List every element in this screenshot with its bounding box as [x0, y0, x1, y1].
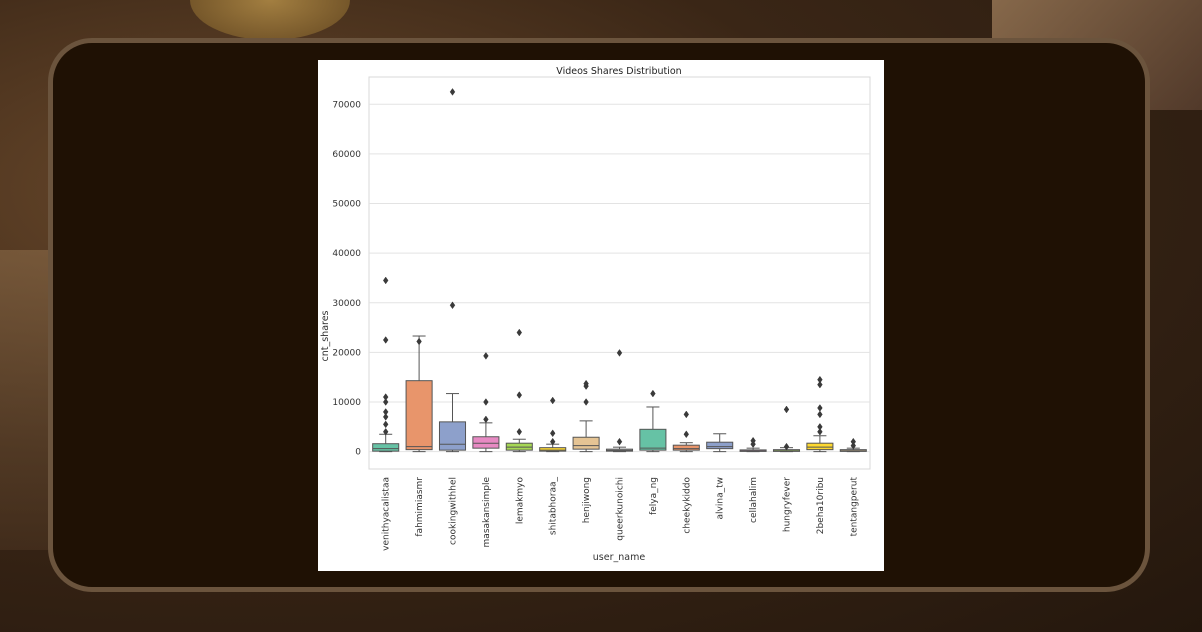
outlier-point [683, 410, 690, 419]
x-tick-label: henjiwong [582, 477, 592, 523]
outlier-point [750, 436, 756, 445]
background-bowl [190, 0, 350, 40]
x-tick-label: shitabhoraa_ [549, 477, 559, 536]
box-iqr [405, 380, 433, 451]
box-cookingwithhel [438, 88, 467, 453]
outlier-point [516, 427, 523, 436]
box-cellahalim [739, 436, 767, 453]
box-masakansimple [472, 352, 500, 453]
y-axis-title: cnt_shares [320, 310, 331, 361]
box-shitabhoraa_ [539, 396, 567, 453]
box-plot-chart: 0 10000 20000 30000 40000 50000 60000 70000 ven… [320, 66, 871, 563]
box-alvina_tw [706, 433, 734, 453]
outlier-point [549, 396, 556, 405]
plot-area [368, 76, 871, 470]
outlier-point [416, 337, 422, 346]
box-felya_ng [639, 389, 667, 453]
chart-card: 0 10000 20000 30000 40000 50000 60000 70000 ven… [318, 60, 884, 571]
x-tick-label: 2beha10ribu [816, 477, 826, 534]
outlier-point [549, 437, 556, 446]
outlier-point [850, 437, 857, 446]
box-cheekykiddo [672, 410, 700, 453]
outlier-point [382, 420, 389, 429]
box-fahmimiasmr [405, 335, 433, 453]
x-tick-label: cellahalim [749, 477, 759, 523]
box-hungryfever [772, 405, 801, 453]
outlier-point [817, 410, 823, 419]
outlier-point [616, 349, 623, 357]
outlier-point [516, 328, 523, 337]
x-tick-label: masakansimple [482, 477, 492, 548]
x-tick-label: felya_ng [649, 477, 659, 515]
gridlines [368, 76, 871, 470]
outlier-point [817, 375, 823, 384]
x-tick-label: venithyacalistaa [382, 477, 392, 551]
outlier-point [382, 408, 389, 416]
outlier-point [817, 422, 823, 431]
x-tick-label: lemakmyo [515, 477, 525, 525]
outlier-point [449, 301, 456, 310]
x-tick-labels: venithyacalistaa fahmimiasmr cookingwithhe… [382, 477, 860, 551]
box-lemakmyo [505, 328, 533, 453]
x-tick-label: cheekykiddo [682, 477, 692, 534]
x-tick-label: cookingwithhel [449, 477, 459, 545]
y-tick-label: 70000 [332, 100, 361, 110]
box-henjiwong [572, 379, 600, 453]
outlier-point [850, 441, 857, 450]
box-iqr [539, 447, 567, 452]
outlier-point [616, 437, 623, 446]
y-tick-label: 50000 [332, 200, 361, 210]
box-iqr [472, 436, 500, 449]
y-tick-label: 0 [355, 448, 361, 458]
x-axis-title: user_name [593, 552, 646, 563]
outlier-point [382, 413, 389, 421]
outlier-point [783, 405, 790, 414]
box-iqr [438, 421, 467, 451]
outlier-point [817, 427, 823, 436]
box-iqr [572, 436, 600, 450]
box-iqr [672, 444, 700, 451]
y-tick-label: 20000 [332, 348, 361, 358]
box-iqr [372, 443, 400, 452]
x-tick-label: alvina_tw [716, 477, 726, 519]
outlier-point [650, 389, 656, 398]
outlier-point [483, 415, 489, 424]
outlier-point [583, 398, 589, 406]
x-tick-label: queerkunoichi [616, 477, 626, 541]
outlier-point [382, 398, 389, 406]
chart-title: Videos Shares Distribution [556, 66, 681, 77]
y-tick-label: 30000 [332, 299, 361, 309]
box-2beha10ribu [806, 375, 834, 453]
box-venithyacalistaa [372, 276, 400, 453]
box-iqr [639, 428, 667, 451]
box-iqr [706, 441, 734, 450]
y-tick-labels: 0 10000 20000 30000 40000 50000 60000 70000 [332, 100, 361, 457]
outlier-point [817, 404, 823, 412]
outlier-point [549, 429, 556, 438]
box-iqr [806, 442, 834, 451]
y-tick-label: 10000 [332, 398, 361, 408]
y-tick-label: 40000 [332, 249, 361, 259]
outlier-point [683, 430, 690, 439]
outlier-point [583, 379, 589, 388]
y-tick-label: 60000 [332, 150, 361, 160]
outlier-point [783, 442, 790, 451]
outlier-point [483, 398, 489, 406]
outlier-point [817, 380, 823, 389]
outlier-point [382, 336, 389, 344]
x-tick-label: hungryfever [783, 477, 793, 532]
outlier-point [382, 393, 389, 401]
outlier-point [382, 276, 389, 285]
outlier-point [449, 88, 456, 96]
outlier-point [382, 427, 389, 436]
x-tick-label: tentangperut [849, 477, 859, 537]
box-tentangperut [839, 437, 867, 453]
outlier-point [483, 352, 489, 360]
outlier-point [516, 391, 523, 399]
x-tick-label: fahmimiasmr [415, 477, 425, 537]
box-queerkunoichi [605, 349, 634, 453]
boxes [372, 88, 867, 453]
